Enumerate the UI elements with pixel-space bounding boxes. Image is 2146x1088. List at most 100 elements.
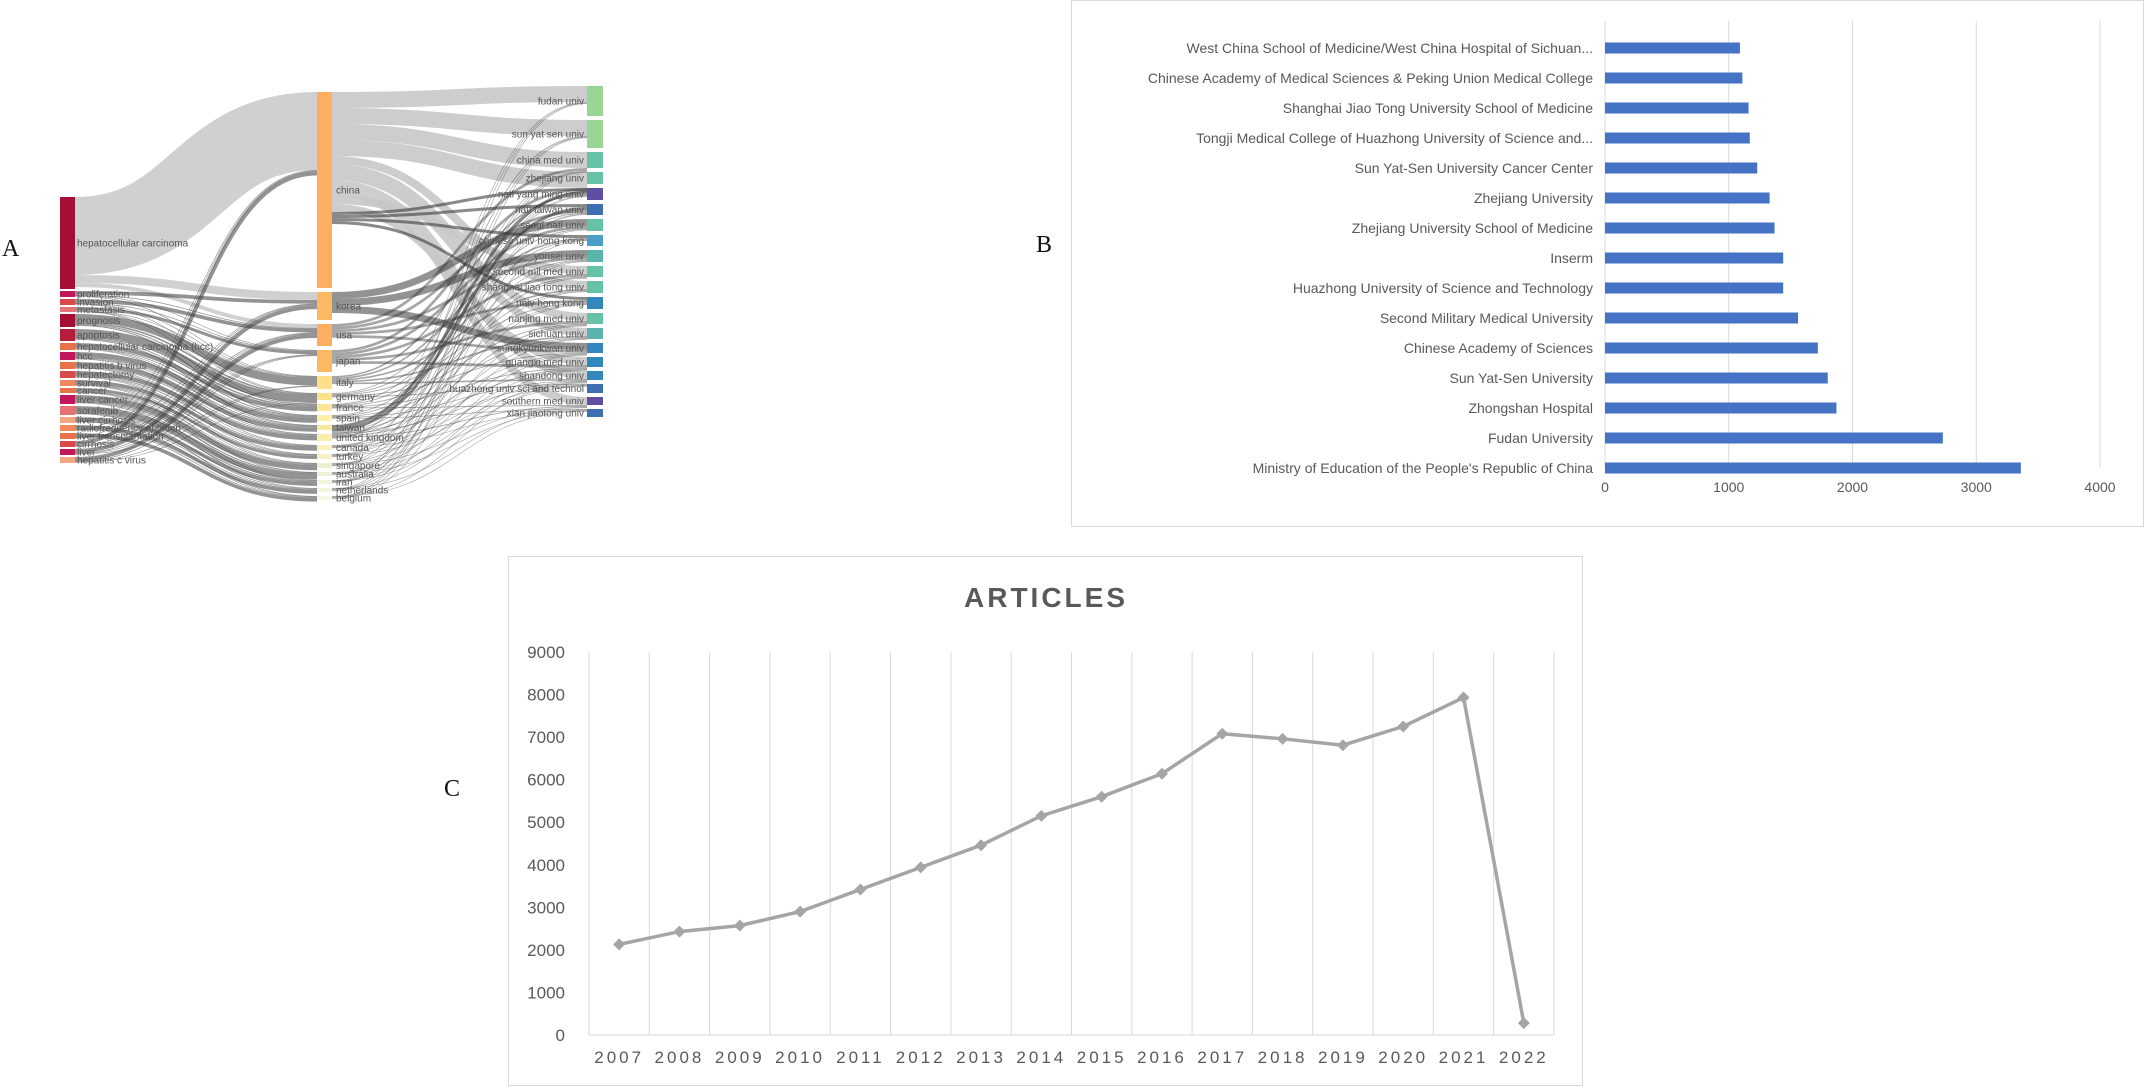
sankey-au-co-node (317, 425, 332, 430)
sankey-flow (74, 310, 318, 378)
sankey-de-node (60, 352, 75, 360)
sankey-au-un-node (587, 86, 603, 116)
sankey-flow (331, 354, 588, 481)
sankey-flow (331, 324, 588, 436)
line-marker (794, 905, 807, 918)
sankey-flow (331, 276, 588, 406)
sankey-flow (331, 137, 588, 490)
sankey-flow (331, 140, 588, 188)
sankey-au-co-node-label: germany (336, 392, 375, 403)
sankey-flow (331, 188, 588, 353)
sankey-au-co-node-label: china (336, 186, 360, 197)
sankey-flow (331, 212, 588, 394)
sankey-flow (331, 405, 588, 438)
sankey-flow (331, 409, 588, 448)
sankey-au-un-node-label: xian jiaotong univ (507, 409, 584, 420)
line-series (618, 694, 1526, 1024)
bar (1605, 372, 1828, 384)
sankey-de-node (60, 343, 75, 350)
sankey-de-node (60, 449, 75, 455)
panel-label-c: C (444, 776, 461, 802)
sankey-au-co-node (317, 488, 332, 492)
sankey-flow (331, 102, 588, 457)
line-xtick-label: 2007 (594, 1048, 644, 1067)
sankey-de-node-label: metastasis (77, 305, 125, 316)
sankey-au-co-node-label: france (336, 403, 364, 414)
sankey-au-co-node (317, 376, 332, 389)
sankey-flow (331, 188, 588, 215)
sankey-flow (331, 382, 588, 497)
sankey-flow (74, 400, 318, 475)
sankey-flow (331, 306, 588, 350)
sankey-flow (331, 195, 588, 467)
sankey-de-node (60, 371, 75, 378)
sankey-flow (74, 336, 318, 407)
sankey-au-co-node (317, 463, 332, 468)
sankey-au-un-node (587, 266, 603, 277)
line-xtick-label: 2015 (1077, 1048, 1127, 1067)
sankey-flow (74, 170, 318, 430)
line-marker (1457, 691, 1470, 704)
sankey-au-un-node-label: huazhong univ sci and technol (449, 384, 584, 395)
sankey-flow (74, 291, 318, 304)
sankey-flow (74, 354, 318, 447)
sankey-de-node-label: hepatectomy (77, 370, 134, 381)
sankey-flow (331, 228, 588, 405)
sankey-au-un-node-label: china med univ (517, 156, 584, 167)
bar (1605, 132, 1750, 144)
sankey-flow (331, 386, 588, 482)
sankey-au-co-node-label: italy (336, 378, 354, 389)
sankey-au-un-node-label: shanghai jiao tong univ (482, 283, 584, 294)
sankey-flow (74, 388, 318, 459)
sankey-de-node-label: cancer (77, 386, 108, 397)
sankey-au-un-node-label: natl yang ming univ (498, 190, 584, 201)
sankey-flow (331, 407, 588, 490)
bar-chart-panel: 0 1000 2000 3000 4000 West China School of Me… (1071, 0, 2144, 527)
sankey-flow (331, 156, 588, 289)
sankey-de-node-label: cirrhosis (77, 440, 114, 451)
sankey-flow (331, 250, 588, 306)
sankey-de-node-label: hcc (77, 352, 93, 363)
sankey-flow (74, 355, 318, 462)
sankey-flow (74, 295, 318, 351)
sankey-flow (74, 417, 318, 487)
sankey-au-un-node (587, 297, 603, 309)
line-chart-title: ARTICLES (964, 582, 1128, 613)
sankey-flow (74, 384, 318, 473)
bar-category-label: Sun Yat-Sen University Cancer Center (1355, 160, 1594, 176)
line-marker (673, 925, 686, 938)
sankey-flow (74, 386, 318, 462)
line-marker (1276, 732, 1289, 745)
sankey-au-un-node (587, 219, 603, 231)
sankey-flow (74, 332, 318, 439)
line-marker (1095, 790, 1108, 803)
sankey-flow (331, 103, 588, 482)
bar (1605, 282, 1784, 294)
sankey-flow (74, 352, 318, 423)
sankey-flow (331, 207, 588, 431)
sankey-flow (74, 329, 318, 403)
sankey-flow (74, 411, 318, 483)
bar (1605, 312, 1799, 324)
sankey-au-co-node (317, 415, 332, 421)
sankey-flow (331, 219, 588, 299)
sankey-de-node (60, 425, 75, 431)
sankey-chart: DEAU_COAU_UNhepatocellular carcinomaprol… (60, 60, 850, 510)
sankey-flow (331, 409, 588, 419)
line-xtick-label: 2019 (1318, 1048, 1368, 1067)
line-xtick-label: 2020 (1378, 1048, 1428, 1067)
sankey-flow (331, 260, 588, 432)
sankey-flow (74, 305, 318, 453)
line-marker (1155, 767, 1168, 780)
sankey-flow (331, 321, 588, 361)
bar-xtick-label: 3000 (1961, 479, 1992, 495)
sankey-au-un-node-label: seoul natl univ (520, 221, 584, 232)
sankey-flow (331, 368, 588, 437)
sankey-flow (331, 381, 588, 447)
sankey-flow (74, 333, 318, 454)
sankey-flow (74, 332, 318, 446)
sankey-flow (74, 433, 318, 502)
sankey-flow (331, 168, 588, 327)
sankey-flow (331, 257, 588, 333)
line-ytick-label: 6000 (527, 771, 565, 790)
